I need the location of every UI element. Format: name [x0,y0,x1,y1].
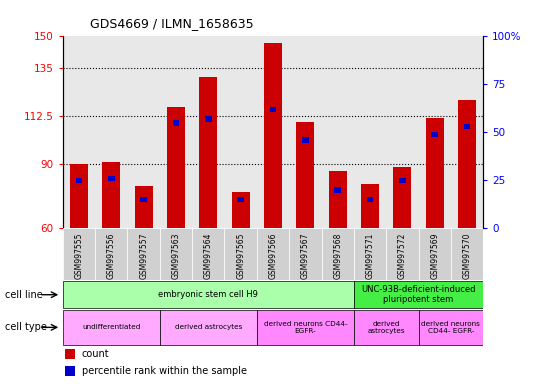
Bar [199,77,217,228]
Bar [140,197,147,202]
Bar [334,187,341,193]
FancyBboxPatch shape [257,228,289,280]
FancyBboxPatch shape [322,228,354,280]
Bar [458,101,476,228]
Bar [296,122,314,228]
Text: UNC-93B-deficient-induced
pluripotent stem: UNC-93B-deficient-induced pluripotent st… [361,285,476,305]
FancyBboxPatch shape [63,228,95,280]
Text: percentile rank within the sample: percentile rank within the sample [82,366,247,376]
Text: derived astrocytes: derived astrocytes [175,324,242,330]
Bar [399,178,406,183]
Text: GSM997570: GSM997570 [462,233,472,279]
Text: GSM997563: GSM997563 [171,233,181,279]
Text: GSM997565: GSM997565 [236,233,245,279]
Text: GSM997569: GSM997569 [430,233,439,279]
Text: undifferentiated: undifferentiated [82,324,140,330]
Bar [70,164,88,228]
Bar [394,167,411,228]
FancyBboxPatch shape [160,228,192,280]
FancyBboxPatch shape [192,228,224,280]
Text: derived neurons CD44-
EGFR-: derived neurons CD44- EGFR- [264,321,347,334]
Text: derived
astrocytes: derived astrocytes [367,321,405,334]
Bar [65,349,75,359]
Bar [426,118,443,228]
Text: count: count [82,349,109,359]
Text: GSM997556: GSM997556 [107,233,116,279]
FancyBboxPatch shape [354,281,483,308]
FancyBboxPatch shape [451,228,483,280]
Text: derived neurons
CD44- EGFR-: derived neurons CD44- EGFR- [422,321,480,334]
Bar [329,171,347,228]
Bar [205,116,212,122]
FancyBboxPatch shape [386,228,419,280]
Bar [431,132,438,137]
Text: GDS4669 / ILMN_1658635: GDS4669 / ILMN_1658635 [90,17,254,30]
Bar [367,197,373,202]
FancyBboxPatch shape [160,310,257,344]
Bar [302,137,308,143]
Bar [270,107,276,112]
FancyBboxPatch shape [63,281,354,308]
Text: GSM997571: GSM997571 [365,233,375,279]
FancyBboxPatch shape [354,228,386,280]
FancyBboxPatch shape [63,310,160,344]
Bar [103,162,120,228]
Bar [65,366,75,376]
FancyBboxPatch shape [419,228,451,280]
Text: GSM997557: GSM997557 [139,233,148,279]
Text: GSM997564: GSM997564 [204,233,213,279]
Text: cell type: cell type [5,322,48,333]
Bar [173,120,179,126]
Bar [75,178,82,183]
Text: GSM997568: GSM997568 [333,233,342,279]
Bar [361,184,379,228]
FancyBboxPatch shape [354,310,419,344]
FancyBboxPatch shape [224,228,257,280]
Text: embryonic stem cell H9: embryonic stem cell H9 [158,290,258,299]
Bar [464,124,471,129]
FancyBboxPatch shape [127,228,160,280]
FancyBboxPatch shape [419,310,483,344]
Text: GSM997572: GSM997572 [398,233,407,279]
FancyBboxPatch shape [95,228,127,280]
Text: GSM997566: GSM997566 [269,233,277,279]
Bar [238,197,244,202]
Text: GSM997555: GSM997555 [74,233,84,279]
FancyBboxPatch shape [289,228,322,280]
Bar [232,192,250,228]
Bar [167,107,185,228]
Bar [264,43,282,228]
FancyBboxPatch shape [257,310,354,344]
Text: cell line: cell line [5,290,43,300]
Text: GSM997567: GSM997567 [301,233,310,279]
Bar [135,186,152,228]
Bar [108,176,115,181]
